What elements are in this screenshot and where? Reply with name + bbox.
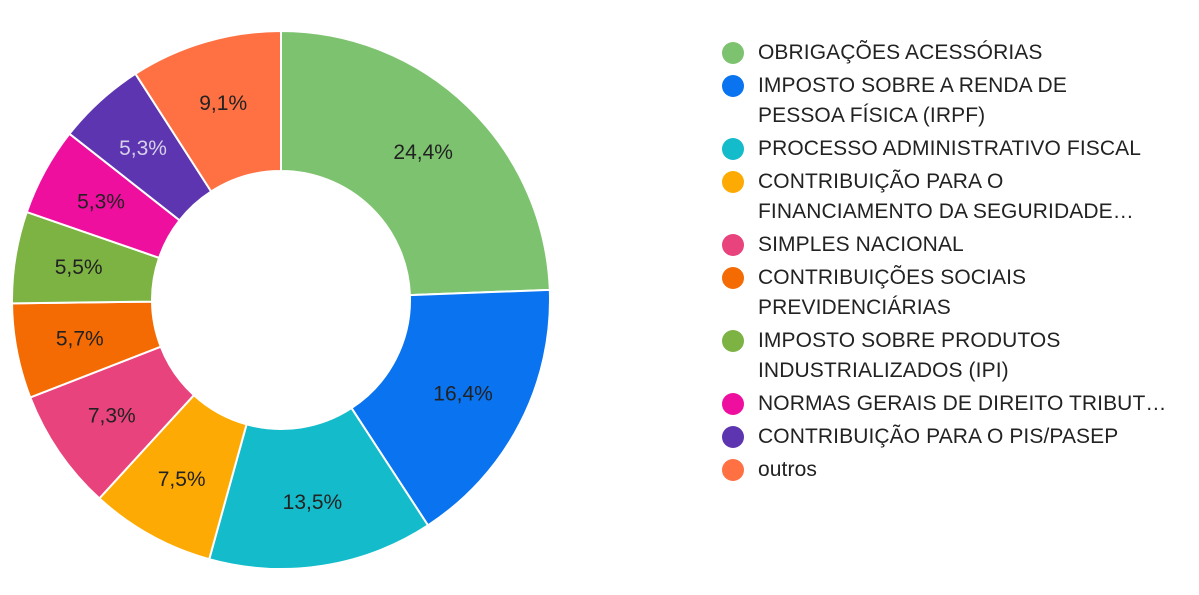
legend-swatch: [722, 234, 744, 256]
legend-label: PROCESSO ADMINISTRATIVO FISCAL: [758, 137, 1142, 160]
legend-swatch: [722, 138, 744, 160]
legend-swatch: [722, 267, 744, 289]
legend-item-9[interactable]: CONTRIBUIÇÃO PARA O PIS/PASEP: [722, 422, 1192, 452]
legend-item-4[interactable]: CONTRIBUIÇÃO PARA O FINANCIAMENTO DA SEG…: [722, 167, 1192, 227]
legend-swatch: [722, 426, 744, 448]
legend-label: CONTRIBUIÇÃO PARA O PIS/PASEP: [758, 425, 1119, 448]
slice-3[interactable]: [207, 406, 430, 570]
legend-item-6[interactable]: CONTRIBUIÇÕES SOCIAIS PREVIDENCIÁRIAS: [722, 263, 1192, 323]
slice-label-5: 7,3%: [88, 404, 136, 427]
slice-2[interactable]: [350, 288, 551, 527]
slice-label-3: 13,5%: [283, 491, 343, 514]
legend-item-8[interactable]: NORMAS GERAIS DE DIREITO TRIBUT…: [722, 389, 1192, 419]
legend-label: IMPOSTO SOBRE PRODUTOS INDUSTRIALIZADOS …: [758, 329, 1061, 382]
legend-swatch: [722, 171, 744, 193]
legend-item-1[interactable]: OBRIGAÇÕES ACESSÓRIAS: [722, 38, 1192, 68]
legend-swatch: [722, 393, 744, 415]
slice-label-2: 16,4%: [433, 383, 493, 406]
legend-label: OBRIGAÇÕES ACESSÓRIAS: [758, 41, 1043, 64]
legend-label: IMPOSTO SOBRE A RENDA DE PESSOA FÍSICA (…: [758, 74, 1067, 127]
slice-label-9: 5,3%: [119, 137, 167, 160]
legend: OBRIGAÇÕES ACESSÓRIAS IMPOSTO SOBRE A REN…: [722, 38, 1192, 488]
legend-label: outros: [758, 458, 817, 481]
legend-item-10[interactable]: outros: [722, 455, 1192, 485]
slice-label-1: 24,4%: [393, 141, 453, 164]
legend-item-3[interactable]: PROCESSO ADMINISTRATIVO FISCAL: [722, 134, 1192, 164]
legend-label: CONTRIBUIÇÕES SOCIAIS PREVIDENCIÁRIAS: [758, 266, 1027, 319]
slice-10[interactable]: [134, 29, 282, 193]
slice-label-6: 5,7%: [56, 328, 104, 351]
slice-label-7: 5,5%: [55, 256, 103, 279]
legend-item-7[interactable]: IMPOSTO SOBRE PRODUTOS INDUSTRIALIZADOS …: [722, 326, 1192, 386]
legend-swatch: [722, 75, 744, 97]
slice-label-4: 7,5%: [158, 468, 206, 491]
legend-swatch: [722, 330, 744, 352]
legend-label: SIMPLES NACIONAL: [758, 233, 964, 256]
legend-label: NORMAS GERAIS DE DIREITO TRIBUT…: [758, 392, 1167, 415]
slice-1[interactable]: [280, 29, 551, 297]
slice-label-10: 9,1%: [199, 92, 247, 115]
legend-item-2[interactable]: IMPOSTO SOBRE A RENDA DE PESSOA FÍSICA (…: [722, 71, 1192, 131]
legend-swatch: [722, 459, 744, 481]
slice-label-8: 5,3%: [77, 190, 125, 213]
legend-swatch: [722, 42, 744, 64]
donut-chart: 24,4% 16,4% 13,5% 7,5% 7,3% 5,7% 5,5% 5,3% 5,3% 9…: [11, 29, 551, 570]
legend-label: CONTRIBUIÇÃO PARA O FINANCIAMENTO DA SEG…: [758, 170, 1134, 223]
legend-item-5[interactable]: SIMPLES NACIONAL: [722, 230, 1192, 260]
